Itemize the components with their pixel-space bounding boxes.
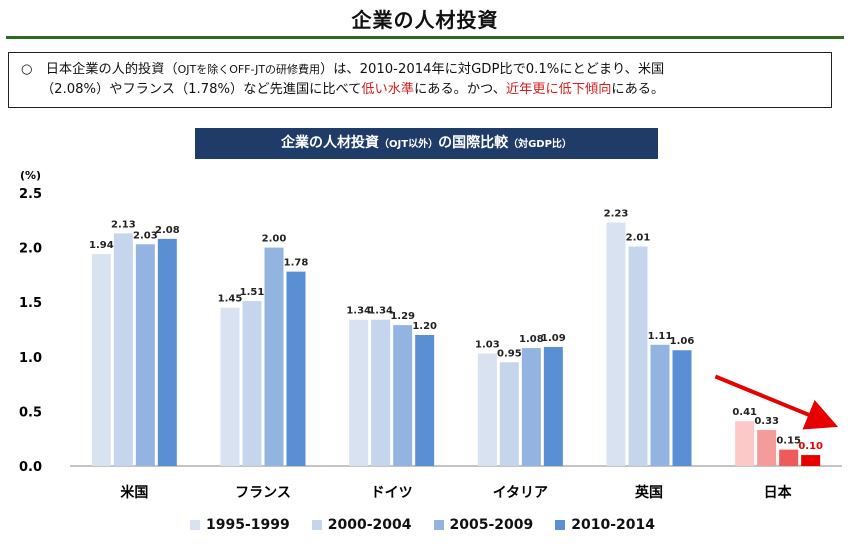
bar <box>393 325 413 466</box>
data-label: 1.03 <box>475 340 500 351</box>
summary-line-1: ○ 日本企業の人的投資（OJTを除くOFF-JTの研修費用）は、2010-201… <box>21 60 821 80</box>
bar <box>735 421 755 466</box>
summary-line-2: （2.08%）やフランス（1.78%）など先進国に比べて低い水準にある。かつ、近… <box>21 80 821 100</box>
y-tick-label: 0.5 <box>19 405 42 420</box>
data-label: 1.34 <box>368 306 393 317</box>
banner-text-small: （OJT以外） <box>379 139 439 150</box>
bar <box>521 348 541 466</box>
bar <box>135 244 155 466</box>
data-label: 1.08 <box>519 334 544 345</box>
y-tick-label: 1.5 <box>19 296 42 311</box>
summary-text: にある。 <box>611 82 665 97</box>
summary-text: ○ 日本企業の人的投資（ <box>21 62 178 77</box>
chart-legend: 1995-1999 2000-2004 2005-2009 2010-2014 <box>190 515 677 535</box>
bar <box>801 455 821 466</box>
x-category-label: ドイツ <box>371 485 413 501</box>
bar <box>606 222 626 466</box>
data-label: 0.10 <box>798 441 823 452</box>
x-category-label: 英国 <box>634 484 663 501</box>
x-category-label: フランス <box>235 485 291 501</box>
bar <box>349 319 369 466</box>
legend-swatch <box>311 520 322 530</box>
summary-highlight: 低い水準 <box>361 82 415 97</box>
title-underline <box>6 36 844 39</box>
bar <box>477 353 497 466</box>
bar <box>628 246 648 466</box>
bar <box>415 334 435 466</box>
data-label: 0.33 <box>754 416 779 427</box>
data-label: 1.20 <box>412 321 437 332</box>
data-label: 1.78 <box>284 258 309 269</box>
legend-swatch <box>555 520 566 530</box>
x-category-label: イタリア <box>493 485 548 501</box>
bar <box>264 247 284 466</box>
data-label: 2.03 <box>133 230 158 241</box>
summary-text: にある。かつ、 <box>414 82 506 97</box>
data-label: 1.34 <box>346 306 371 317</box>
legend-label: 2010-2014 <box>571 517 655 533</box>
data-label: 0.15 <box>776 436 801 447</box>
data-label: 2.23 <box>604 208 629 219</box>
y-tick-label: 1.0 <box>19 351 42 366</box>
bar <box>499 362 519 466</box>
y-tick-label: 2.5 <box>19 187 42 202</box>
trend-arrow <box>714 374 839 430</box>
banner-text-small: （対GDP比） <box>508 139 572 150</box>
y-tick-label: 2.0 <box>19 242 42 257</box>
legend-label: 1995-1999 <box>206 517 290 533</box>
summary-highlight: 近年更に低下傾向 <box>505 82 612 97</box>
chart-title-banner: 企業の人材投資（OJT以外）の国際比較（対GDP比） <box>195 128 658 159</box>
bar <box>113 233 133 466</box>
bar <box>91 254 111 466</box>
bar <box>220 307 240 466</box>
legend-label: 2000-2004 <box>327 517 412 533</box>
bar <box>242 301 262 466</box>
legend-item: 1995-1999 <box>190 517 290 533</box>
page-title: 企業の人材投資 <box>351 8 499 32</box>
summary-box: ○ 日本企業の人的投資（OJTを除くOFF-JTの研修費用）は、2010-201… <box>8 52 832 108</box>
bar <box>286 271 306 466</box>
legend-swatch <box>190 520 200 530</box>
data-label: 1.09 <box>541 333 566 344</box>
y-axis-unit: (%) <box>20 169 41 182</box>
bar <box>543 346 563 466</box>
data-label: 2.00 <box>262 234 287 245</box>
banner-text: の国際比較 <box>438 135 509 151</box>
data-label: 0.41 <box>732 407 757 418</box>
legend-label: 2005-2009 <box>449 517 534 533</box>
x-category-label: 米国 <box>120 484 148 501</box>
data-label: 1.11 <box>648 331 673 342</box>
data-label: 1.51 <box>240 287 265 298</box>
data-label: 1.29 <box>390 311 415 322</box>
data-label: 1.45 <box>218 294 243 305</box>
data-label: 1.94 <box>89 240 114 251</box>
data-label: 0.95 <box>497 348 522 359</box>
bar <box>371 319 391 466</box>
summary-text: （2.08%）やフランス（1.78%）など先進国に比べて <box>41 82 362 97</box>
data-label: 2.01 <box>626 233 651 244</box>
legend-swatch <box>433 520 444 530</box>
data-label: 1.06 <box>670 336 695 347</box>
bar <box>779 449 799 466</box>
data-label: 2.13 <box>111 219 136 230</box>
banner-text: 企業の人材投資 <box>281 135 380 151</box>
x-category-label: 日本 <box>764 484 793 501</box>
bar <box>157 238 177 466</box>
legend-item: 2000-2004 <box>311 517 412 533</box>
y-tick-label: 0.0 <box>19 460 42 475</box>
bar <box>672 350 692 466</box>
legend-item: 2010-2014 <box>555 517 655 533</box>
data-label: 2.08 <box>155 225 180 236</box>
summary-text-small: OJTを除くOFF-JTの研修費用 <box>177 63 321 76</box>
summary-text: ）は、2010-2014年に対GDP比で0.1%にとどまり、米国 <box>320 62 665 77</box>
bar <box>757 429 777 466</box>
bar <box>650 344 670 466</box>
legend-item: 2005-2009 <box>433 517 534 533</box>
